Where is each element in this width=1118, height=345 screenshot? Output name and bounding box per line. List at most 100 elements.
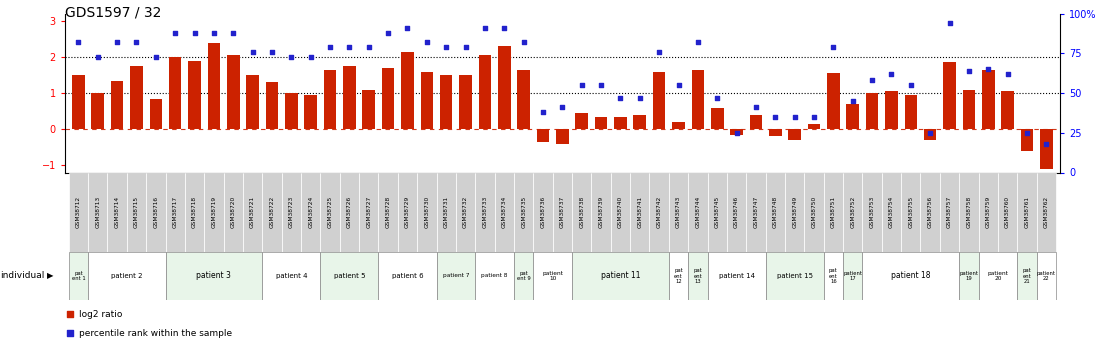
Bar <box>1021 129 1033 151</box>
Text: GSM38742: GSM38742 <box>656 196 662 228</box>
Bar <box>362 90 375 129</box>
Bar <box>672 122 685 129</box>
Point <box>998 71 1016 77</box>
Bar <box>165 172 184 252</box>
Text: patient
19: patient 19 <box>959 270 978 282</box>
Bar <box>518 70 530 129</box>
Text: GSM38749: GSM38749 <box>793 196 797 228</box>
Point <box>902 82 920 88</box>
Text: patient 6: patient 6 <box>391 273 424 279</box>
Bar <box>401 52 414 129</box>
Text: GSM38754: GSM38754 <box>889 196 894 228</box>
Text: GSM38741: GSM38741 <box>637 196 642 228</box>
Bar <box>614 117 627 129</box>
Point <box>418 40 436 45</box>
Text: ▶: ▶ <box>47 272 54 280</box>
Bar <box>359 172 379 252</box>
Text: GSM38748: GSM38748 <box>773 196 778 228</box>
Bar <box>343 66 356 129</box>
Text: patient 5: patient 5 <box>333 273 366 279</box>
Bar <box>785 172 804 252</box>
Bar <box>556 129 569 144</box>
Text: GSM38757: GSM38757 <box>947 196 953 228</box>
Text: GSM38729: GSM38729 <box>405 196 410 228</box>
Bar <box>865 93 879 129</box>
Point <box>495 25 513 31</box>
Text: GSM38733: GSM38733 <box>483 196 487 228</box>
Text: GSM38723: GSM38723 <box>288 196 294 228</box>
Bar <box>208 43 220 129</box>
Text: patient 15: patient 15 <box>777 273 813 279</box>
Point <box>205 30 222 36</box>
Point <box>476 25 494 31</box>
Point <box>882 71 900 77</box>
Text: GSM38744: GSM38744 <box>695 196 700 228</box>
Bar <box>1036 252 1057 300</box>
Text: GSM38759: GSM38759 <box>986 196 991 228</box>
Text: GSM38716: GSM38716 <box>153 196 159 228</box>
Point <box>108 40 126 45</box>
Bar <box>243 172 263 252</box>
Bar <box>537 129 549 142</box>
Bar <box>708 252 766 300</box>
Bar <box>439 75 453 129</box>
Bar <box>475 252 514 300</box>
Text: GSM38755: GSM38755 <box>908 196 913 228</box>
Point <box>127 40 145 45</box>
Point <box>60 312 78 317</box>
Text: GSM38712: GSM38712 <box>76 196 80 228</box>
Bar <box>711 108 723 129</box>
Text: GSM38731: GSM38731 <box>444 196 448 228</box>
Text: GSM38715: GSM38715 <box>134 196 139 228</box>
Bar <box>788 129 800 140</box>
Text: patient 3: patient 3 <box>197 272 231 280</box>
Text: pat
ent
13: pat ent 13 <box>693 268 702 284</box>
Bar <box>205 172 224 252</box>
Bar <box>669 252 689 300</box>
Bar <box>959 252 978 300</box>
Text: patient
20: patient 20 <box>987 270 1008 282</box>
Text: GSM38745: GSM38745 <box>714 196 720 228</box>
Point <box>612 95 629 101</box>
Bar <box>282 172 301 252</box>
Bar <box>750 115 762 129</box>
Point <box>689 40 707 45</box>
Text: GSM38713: GSM38713 <box>95 196 101 228</box>
Text: GSM38719: GSM38719 <box>211 196 217 228</box>
Bar <box>923 129 937 140</box>
Bar <box>998 172 1017 252</box>
Bar <box>111 80 123 129</box>
Point <box>572 82 590 88</box>
Text: patient 11: patient 11 <box>600 272 641 280</box>
Bar <box>944 62 956 129</box>
Text: GSM38752: GSM38752 <box>850 196 855 228</box>
Text: pat
ent
21: pat ent 21 <box>1023 268 1031 284</box>
Bar <box>746 172 766 252</box>
Bar <box>920 172 940 252</box>
Bar <box>766 252 824 300</box>
Bar <box>1040 129 1053 169</box>
Bar <box>165 252 263 300</box>
Bar <box>1017 172 1036 252</box>
Bar <box>126 172 146 252</box>
Bar <box>107 172 126 252</box>
Bar <box>379 172 398 252</box>
Bar <box>843 172 862 252</box>
Text: patient 18: patient 18 <box>891 272 930 280</box>
Text: GSM38747: GSM38747 <box>754 196 758 228</box>
Point <box>379 30 397 36</box>
Point <box>766 114 784 120</box>
Bar <box>436 172 456 252</box>
Bar <box>978 172 998 252</box>
Text: GSM38746: GSM38746 <box>735 196 739 228</box>
Point <box>186 30 203 36</box>
Text: GSM38728: GSM38728 <box>386 196 390 228</box>
Point <box>709 95 727 101</box>
Text: patient 7: patient 7 <box>443 274 470 278</box>
Text: pat
ent 1: pat ent 1 <box>72 270 85 282</box>
Bar <box>398 172 417 252</box>
Text: GSM38751: GSM38751 <box>831 196 836 228</box>
Bar <box>727 172 746 252</box>
Bar <box>769 129 781 136</box>
Text: GSM38720: GSM38720 <box>230 196 236 228</box>
